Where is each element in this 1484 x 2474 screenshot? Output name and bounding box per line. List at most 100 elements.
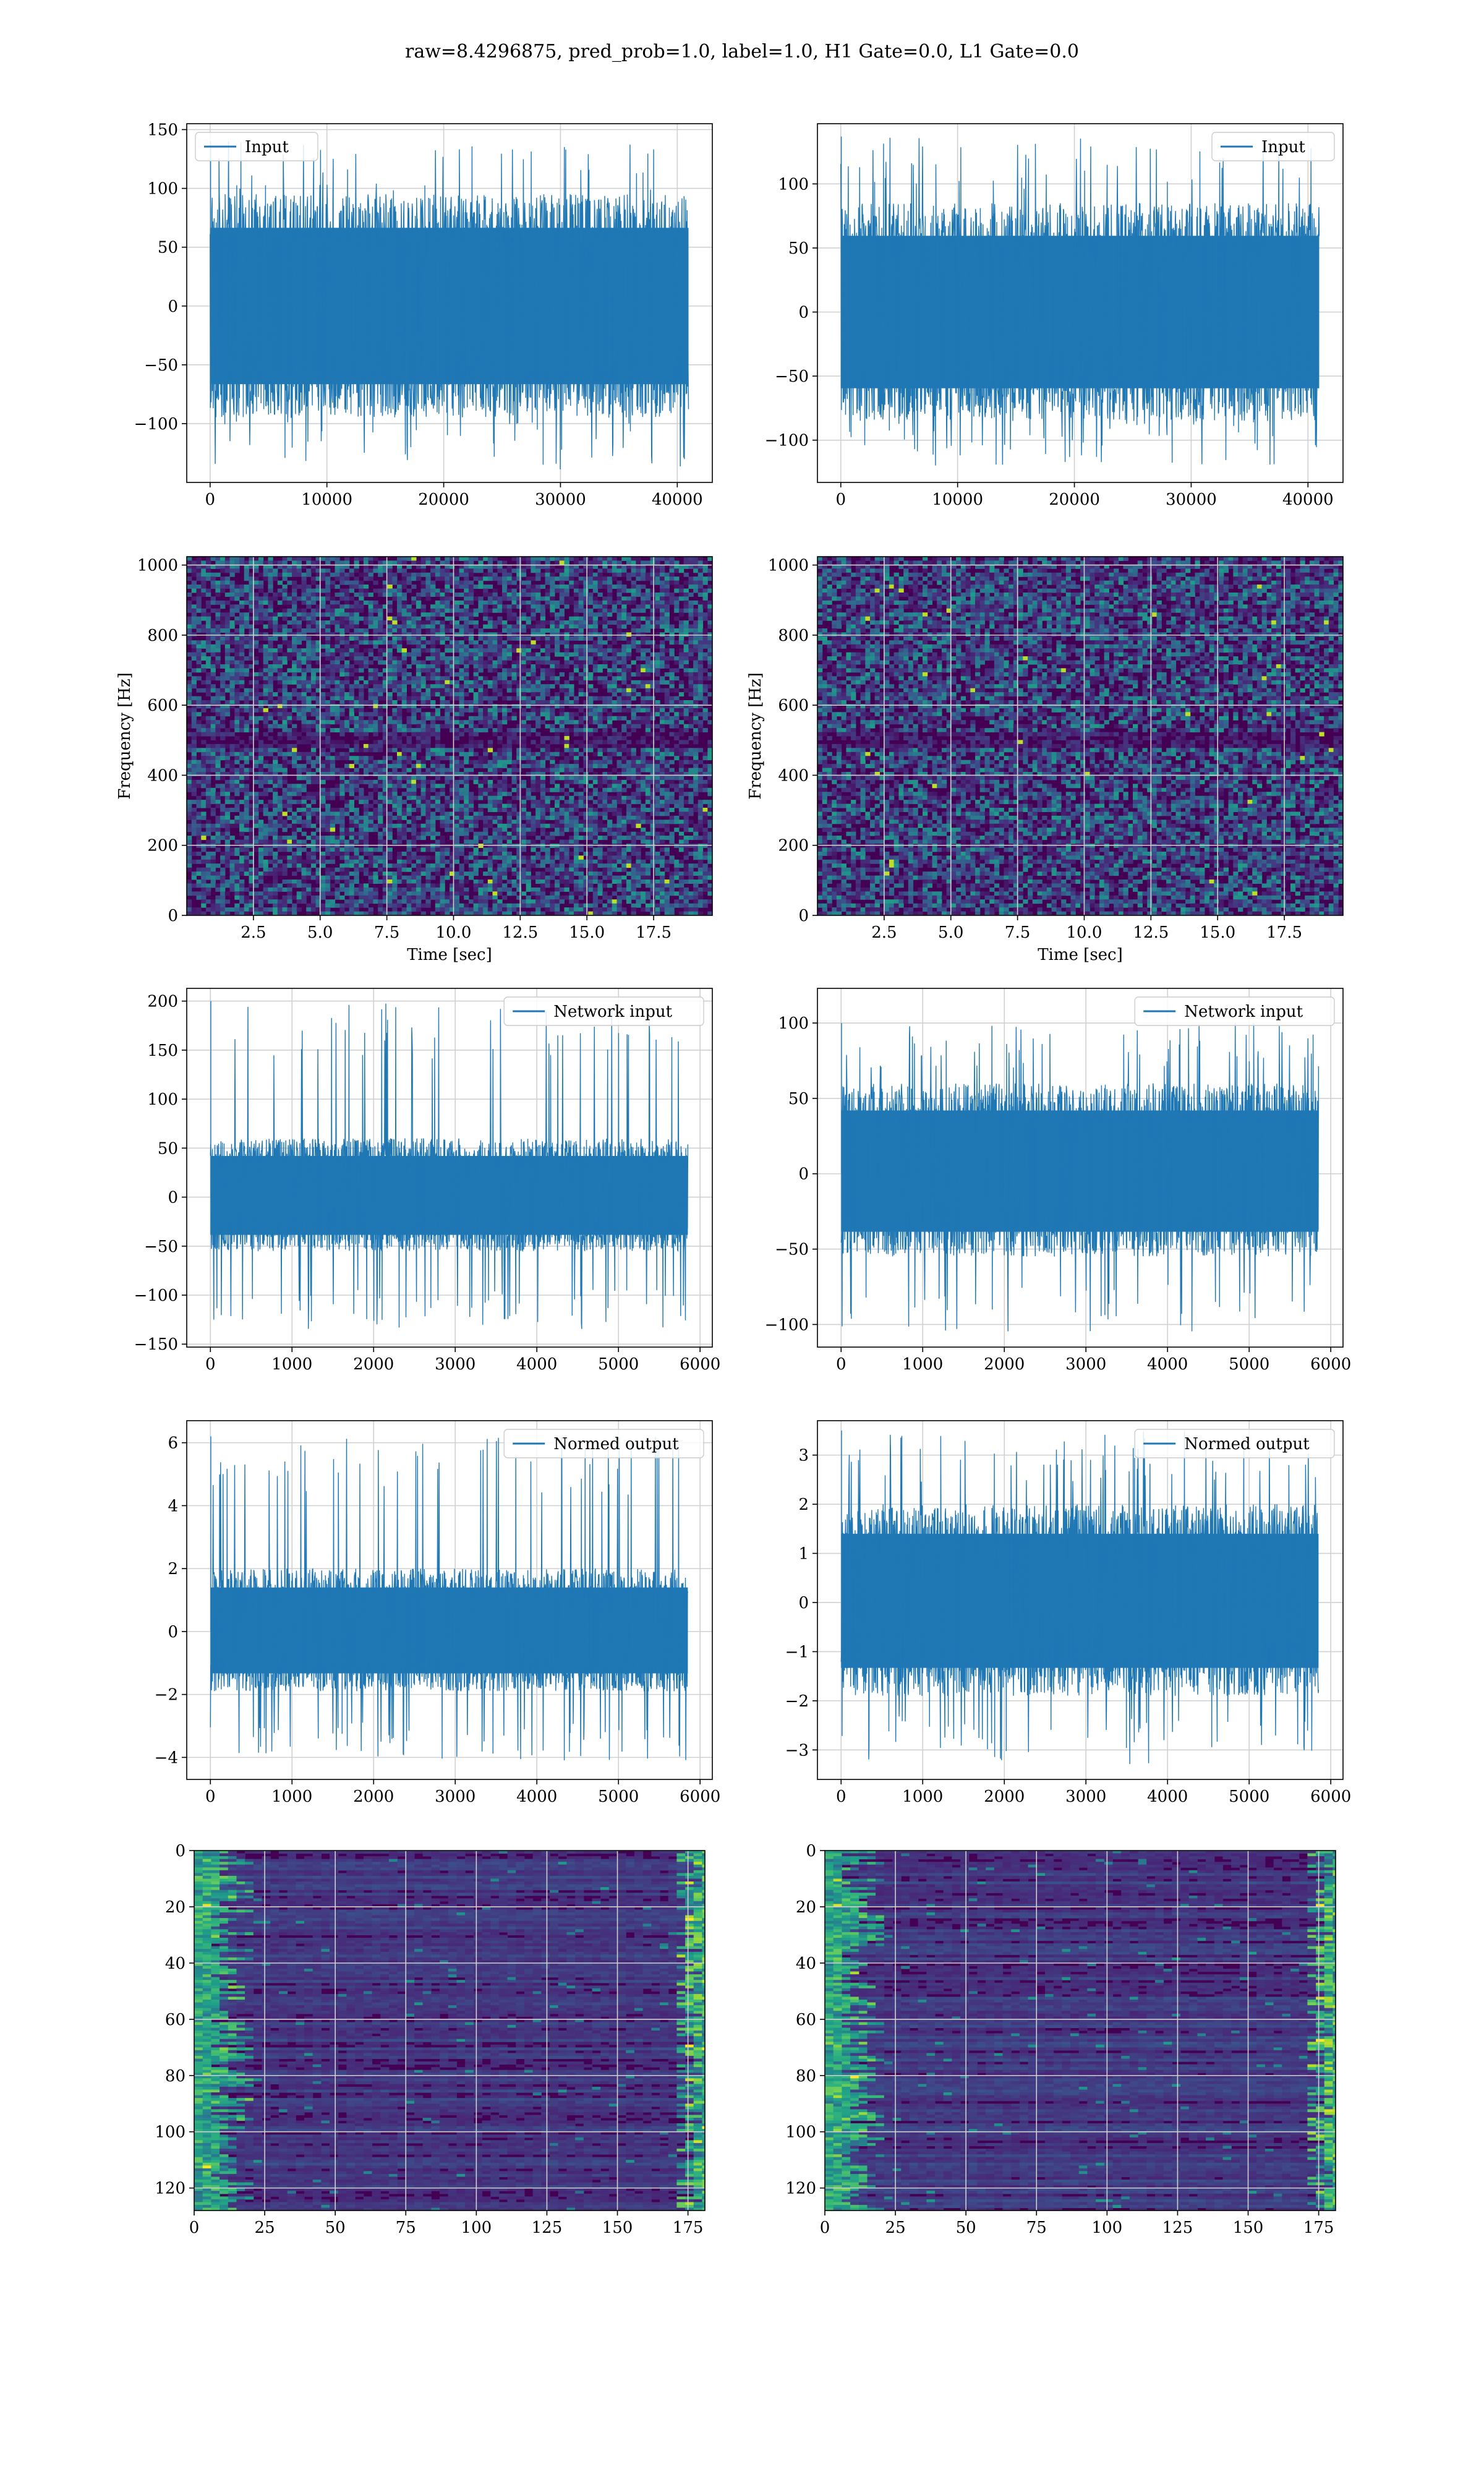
heatmap-cell (349, 716, 354, 721)
heatmap-cell (368, 748, 373, 753)
heatmap-cell (569, 652, 574, 657)
heatmap-cell (392, 768, 398, 773)
heatmap-cell (425, 787, 431, 792)
heatmap-cell (592, 632, 599, 637)
heatmap-cell (330, 664, 336, 669)
heatmap-cell (215, 660, 221, 665)
heatmap-cell (239, 704, 245, 709)
heatmap-cell (521, 748, 527, 753)
heatmap-cell (664, 557, 670, 561)
heatmap-cell (440, 743, 445, 748)
heatmap-cell (602, 748, 608, 753)
heatmap-cell (282, 772, 288, 776)
heatmap-cell (191, 676, 197, 681)
heatmap-cell (344, 704, 350, 709)
heatmap-cell (492, 720, 498, 725)
heatmap-cell (511, 795, 517, 800)
heatmap-cell (545, 660, 550, 665)
heatmap-cell (526, 588, 531, 593)
heatmap-cell (588, 660, 594, 665)
heatmap-cell (468, 560, 474, 565)
heatmap-cell (335, 716, 340, 721)
heatmap-cell (234, 636, 240, 641)
heatmap-cell (411, 616, 417, 621)
heatmap-cell (325, 676, 331, 681)
heatmap-cell (196, 720, 202, 725)
heatmap-cell (330, 660, 336, 665)
heatmap-cell (459, 648, 464, 653)
heatmap-cell (320, 795, 326, 800)
heatmap-cell (187, 700, 192, 704)
heatmap-cell (320, 740, 326, 745)
heatmap-cell (440, 724, 445, 729)
heatmap-cell (282, 608, 288, 613)
heatmap-cell (344, 696, 350, 701)
heatmap-cell (306, 668, 312, 673)
heatmap-cell (578, 792, 584, 797)
heatmap-cell (674, 696, 680, 701)
heatmap-cell (597, 736, 603, 740)
heatmap-cell (224, 688, 231, 693)
heatmap-cell (210, 696, 216, 701)
heatmap-cell (344, 652, 350, 657)
heatmap-cell (621, 795, 627, 800)
heatmap-cell (650, 772, 655, 776)
heatmap-cell (516, 648, 522, 653)
heatmap-cell (626, 768, 632, 773)
heatmap-cell (655, 724, 660, 729)
heatmap-cell (268, 668, 273, 673)
heatmap-cell (521, 728, 527, 733)
heatmap-cell (411, 656, 417, 661)
heatmap-cell (287, 800, 292, 805)
heatmap-cell (397, 772, 403, 776)
heatmap-cell (210, 660, 216, 665)
heatmap-cell (425, 576, 431, 581)
heatmap-cell (602, 652, 608, 657)
heatmap-cell (244, 656, 249, 661)
heatmap-cell (592, 640, 599, 645)
heatmap-cell (621, 700, 627, 704)
heatmap-cell (588, 580, 594, 585)
heatmap-cell (631, 776, 636, 781)
heatmap-cell (335, 612, 340, 617)
heatmap-cell (344, 743, 350, 748)
heatmap-cell (191, 696, 197, 701)
heatmap-cell (378, 628, 383, 633)
heatmap-cell (349, 608, 354, 613)
heatmap-cell (697, 580, 704, 585)
heatmap-cell (397, 708, 403, 713)
heatmap-cell (406, 795, 412, 800)
heatmap-cell (506, 596, 512, 601)
heatmap-cell (344, 636, 350, 641)
heatmap-cell (215, 784, 221, 789)
heatmap-cell (258, 772, 264, 776)
heatmap-cell (325, 716, 331, 721)
heatmap-cell (263, 708, 268, 713)
heatmap-cell (315, 656, 321, 661)
heatmap-cell (249, 716, 254, 721)
heatmap-cell (588, 716, 594, 721)
heatmap-cell (435, 640, 441, 645)
heatmap-cell (483, 588, 488, 593)
heatmap-cell (583, 588, 589, 593)
heatmap-cell (282, 557, 288, 561)
heatmap-cell (330, 600, 336, 605)
heatmap-cell (382, 787, 388, 792)
heatmap-cell (516, 660, 522, 665)
heatmap-cell (339, 652, 345, 657)
heatmap-cell (450, 664, 455, 669)
heatmap-cell (249, 664, 254, 669)
heatmap-cell (660, 704, 665, 709)
heatmap-cell (559, 724, 565, 729)
heatmap-cell (497, 736, 503, 740)
heatmap-cell (678, 640, 684, 645)
heatmap-cell (621, 779, 627, 784)
heatmap-cell (282, 792, 288, 797)
heatmap-cell (301, 572, 307, 577)
heatmap-cell (664, 787, 670, 792)
heatmap-cell (440, 608, 445, 613)
heatmap-cell (588, 572, 594, 577)
heatmap-cell (473, 779, 479, 784)
heatmap-cell (220, 588, 226, 593)
heatmap-cell (454, 736, 459, 740)
